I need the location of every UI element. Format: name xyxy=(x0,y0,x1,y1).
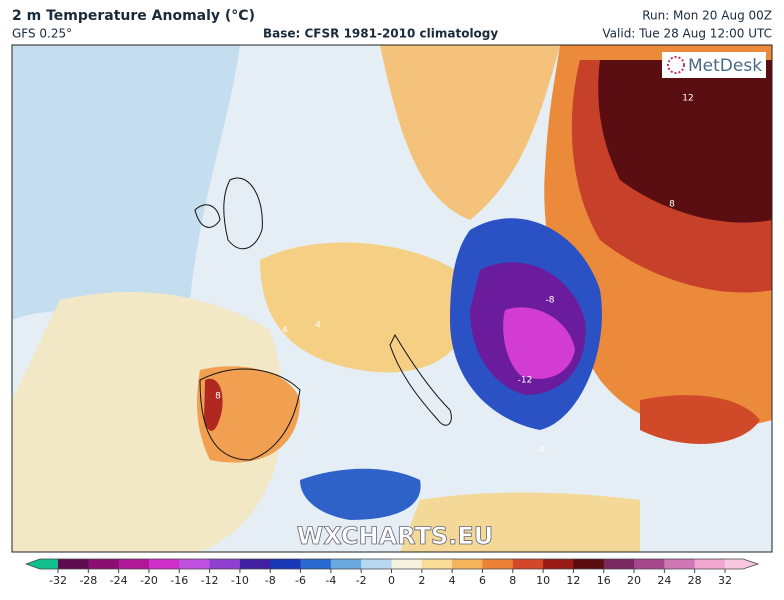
africa-cold xyxy=(300,468,421,520)
contour-label: -8 xyxy=(546,296,555,306)
colorbar-tick-label: 24 xyxy=(657,574,671,587)
colorbar-tick-label: -10 xyxy=(231,574,249,587)
coastline xyxy=(199,368,301,461)
title: 2 m Temperature Anomaly (°C) xyxy=(12,8,255,24)
colorbar-tick-label: 12 xyxy=(566,574,580,587)
colorbar-segment xyxy=(694,559,726,569)
watermark: WXCHARTS.EU xyxy=(297,522,493,550)
colorbar-tick-label: -24 xyxy=(110,574,128,587)
colorbar-segment xyxy=(391,559,423,569)
colorbar-extend-high xyxy=(725,559,758,569)
contour-label: 4 xyxy=(282,326,288,336)
colorbar-tick-label: 16 xyxy=(597,574,611,587)
colorbar-tick-label: 4 xyxy=(449,574,456,587)
colorbar-segment xyxy=(361,559,392,569)
contour-label: -8 xyxy=(536,446,545,456)
balkans-coldest xyxy=(503,307,575,379)
colorbar-tick-label: -6 xyxy=(295,574,306,587)
turkey-hot xyxy=(640,395,760,444)
colorbar-tick-label: -8 xyxy=(265,574,276,587)
colorbar-outline xyxy=(24,558,760,570)
valid: Valid: Tue 28 Aug 12:00 UTC xyxy=(602,27,772,41)
colorbar-tick-label: -4 xyxy=(325,574,336,587)
coastline xyxy=(223,177,263,250)
colorbar-tick-label: -12 xyxy=(201,574,219,587)
colorbar-tick-label: -2 xyxy=(356,574,367,587)
colorbar-segment xyxy=(179,559,211,569)
colorbar-segment xyxy=(270,559,302,569)
map: -8 -12 8 12 8 4 -8 4 MetDesk WXCHARTS.EU xyxy=(12,45,772,552)
colorbar-tick-label: -20 xyxy=(140,574,158,587)
coastline xyxy=(194,204,221,228)
colorbar-segment xyxy=(482,559,514,569)
contour-label: 12 xyxy=(682,94,693,104)
colorbar-tick-label: 20 xyxy=(627,574,641,587)
atlantic-cool xyxy=(12,45,240,320)
colorbar-tick-label: 2 xyxy=(418,574,425,587)
contour-label: 4 xyxy=(315,321,321,331)
scandinavia-warm xyxy=(380,45,560,220)
contour-label: -12 xyxy=(518,376,533,386)
colorbar-extend-low xyxy=(26,559,58,569)
colorbar-segment xyxy=(88,559,120,569)
colorbar-tick-label: -32 xyxy=(49,574,67,587)
colorbar-tick-label: -28 xyxy=(79,574,97,587)
logo-icon xyxy=(667,56,685,74)
map-frame xyxy=(11,44,773,553)
base: Base: CFSR 1981-2010 climatology xyxy=(263,27,498,41)
colorbar-tick-label: 0 xyxy=(388,574,395,587)
colorbar-tick-label: 8 xyxy=(509,574,516,587)
colorbar-segment xyxy=(543,559,574,569)
atlantic-warm xyxy=(12,291,284,552)
colorbar-segment xyxy=(512,559,544,569)
east-extreme xyxy=(598,60,772,223)
contour-label: 8 xyxy=(215,392,221,402)
colorbar-segment xyxy=(452,559,483,569)
france-warm xyxy=(260,242,472,373)
colorbar-segment xyxy=(300,559,332,569)
colorbar-tick-label: 6 xyxy=(479,574,486,587)
colorbar-tick-label: -16 xyxy=(170,574,188,587)
colorbar-segment xyxy=(239,559,271,569)
colorbar-tick-label: 32 xyxy=(718,574,732,587)
colorbar: -32 -28 -24 -20 -16 -12 -10 -8 -6 -4 -2 0 2 4 6 8 10 12 16… xyxy=(24,558,760,587)
model: GFS 0.25° xyxy=(12,27,72,41)
colorbar-segment xyxy=(634,559,665,569)
colorbar-segment xyxy=(209,559,241,569)
colorbar-segment xyxy=(603,559,635,569)
colorbar-segment xyxy=(664,559,696,569)
africa-warm xyxy=(400,492,640,552)
run: Run: Mon 20 Aug 00Z xyxy=(642,9,772,23)
colorbar-segment xyxy=(330,559,362,569)
colorbar-segment xyxy=(573,559,605,569)
contour-label: 8 xyxy=(669,200,675,210)
colorbar-segment xyxy=(58,559,89,569)
colorbar-segment xyxy=(421,559,453,569)
logo: MetDesk xyxy=(688,56,762,76)
logo-box xyxy=(662,52,766,78)
coastline xyxy=(389,333,452,426)
iberia-warm xyxy=(197,366,300,463)
iberia-hot xyxy=(204,378,223,431)
colorbar-segment xyxy=(118,559,150,569)
colorbar-tick-label: 10 xyxy=(536,574,550,587)
colorbar-segment xyxy=(148,559,180,569)
colorbar-tick-label: 28 xyxy=(688,574,702,587)
